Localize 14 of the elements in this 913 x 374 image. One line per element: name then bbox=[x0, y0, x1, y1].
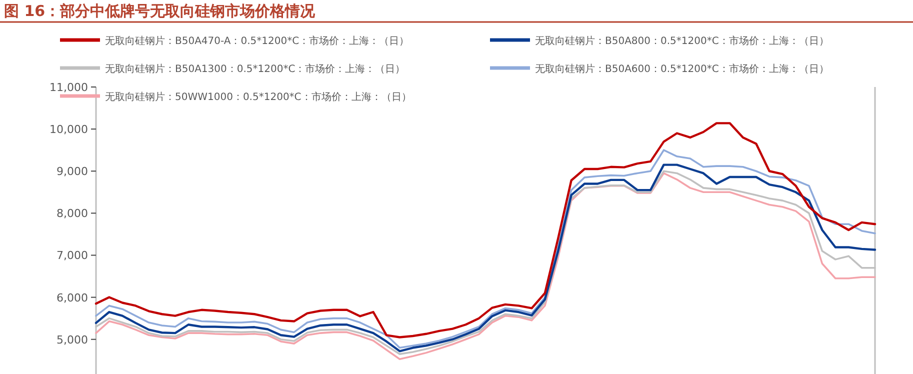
legend-label: 无取向硅钢片：B50A470-A：0.5*1200*C：市场价：上海：（日） bbox=[105, 35, 410, 47]
legend-label: 无取向硅钢片：50WW1000：0.5*1200*C：市场价：上海：（日） bbox=[105, 91, 412, 103]
legend-label: 无取向硅钢片：B50A1300：0.5*1200*C：市场价：上海：（日） bbox=[105, 63, 406, 75]
y-tick-label: 6,000 bbox=[56, 291, 88, 304]
y-tick-label: 9,000 bbox=[56, 165, 88, 178]
legend-label: 无取向硅钢片：B50A800：0.5*1200*C：市场价：上海：（日） bbox=[535, 35, 829, 47]
y-tick-label: 7,000 bbox=[56, 249, 88, 262]
legend-label: 无取向硅钢片：B50A600：0.5*1200*C：市场价：上海：（日） bbox=[535, 63, 829, 75]
y-tick-label: 10,000 bbox=[50, 123, 88, 136]
line-series bbox=[94, 122, 876, 338]
y-tick-label: 5,000 bbox=[56, 333, 88, 346]
y-tick-label: 11,000 bbox=[50, 81, 88, 94]
chart-title: 图 16：部分中低牌号无取向硅钢市场价格情况 bbox=[4, 2, 316, 20]
y-tick-label: 8,000 bbox=[56, 207, 88, 220]
